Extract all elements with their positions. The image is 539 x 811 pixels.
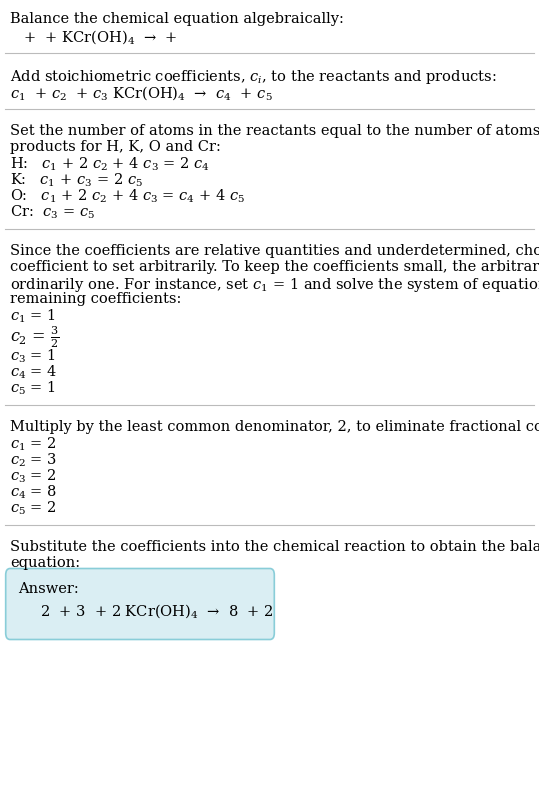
Text: equation:: equation:	[10, 556, 80, 569]
Text: products for H, K, O and Cr:: products for H, K, O and Cr:	[10, 139, 221, 154]
Text: Answer:: Answer:	[18, 581, 79, 595]
FancyBboxPatch shape	[6, 569, 274, 640]
Text: Since the coefficients are relative quantities and underdetermined, choose a: Since the coefficients are relative quan…	[10, 243, 539, 258]
Text: $c_4$ = 8: $c_4$ = 8	[10, 483, 57, 500]
Text: $c_2$ = $\frac{3}{2}$: $c_2$ = $\frac{3}{2}$	[10, 324, 59, 350]
Text: $c_1$  + $c_2$  + $c_3$ KCr(OH)$_4$  →  $c_4$  + $c_5$: $c_1$ + $c_2$ + $c_3$ KCr(OH)$_4$ → $c_4…	[10, 84, 273, 101]
Text: $c_2$ = 3: $c_2$ = 3	[10, 452, 57, 469]
Text: ordinarily one. For instance, set $c_1$ = 1 and solve the system of equations fo: ordinarily one. For instance, set $c_1$ …	[10, 276, 539, 294]
Text: +  + KCr(OH)$_4$  →  +: + + KCr(OH)$_4$ → +	[14, 28, 184, 45]
Text: 2  + 3  + 2 KCr(OH)$_4$  →  8  + 2: 2 + 3 + 2 KCr(OH)$_4$ → 8 + 2	[40, 601, 275, 619]
Text: coefficient to set arbitrarily. To keep the coefficients small, the arbitrary va: coefficient to set arbitrarily. To keep …	[10, 260, 539, 273]
Text: $c_5$ = 2: $c_5$ = 2	[10, 500, 57, 517]
Text: $c_3$ = 2: $c_3$ = 2	[10, 467, 57, 485]
Text: H:   $c_1$ + 2 $c_2$ + 4 $c_3$ = 2 $c_4$: H: $c_1$ + 2 $c_2$ + 4 $c_3$ = 2 $c_4$	[10, 156, 210, 174]
Text: Cr:  $c_3$ = $c_5$: Cr: $c_3$ = $c_5$	[10, 204, 95, 221]
Text: $c_4$ = 4: $c_4$ = 4	[10, 363, 57, 381]
Text: $c_3$ = 1: $c_3$ = 1	[10, 348, 56, 365]
Text: Multiply by the least common denominator, 2, to eliminate fractional coefficient: Multiply by the least common denominator…	[10, 419, 539, 433]
Text: O:   $c_1$ + 2 $c_2$ + 4 $c_3$ = $c_4$ + 4 $c_5$: O: $c_1$ + 2 $c_2$ + 4 $c_3$ = $c_4$ + 4…	[10, 188, 245, 205]
Text: Substitute the coefficients into the chemical reaction to obtain the balanced: Substitute the coefficients into the che…	[10, 539, 539, 553]
Text: Add stoichiometric coefficients, $c_i$, to the reactants and products:: Add stoichiometric coefficients, $c_i$, …	[10, 68, 496, 86]
Text: remaining coefficients:: remaining coefficients:	[10, 292, 182, 306]
Text: K:   $c_1$ + $c_3$ = 2 $c_5$: K: $c_1$ + $c_3$ = 2 $c_5$	[10, 172, 143, 189]
Text: $c_1$ = 1: $c_1$ = 1	[10, 307, 56, 325]
Text: Balance the chemical equation algebraically:: Balance the chemical equation algebraica…	[10, 12, 344, 26]
Text: Set the number of atoms in the reactants equal to the number of atoms in the: Set the number of atoms in the reactants…	[10, 124, 539, 138]
Text: $c_5$ = 1: $c_5$ = 1	[10, 380, 56, 397]
Text: $c_1$ = 2: $c_1$ = 2	[10, 436, 57, 453]
